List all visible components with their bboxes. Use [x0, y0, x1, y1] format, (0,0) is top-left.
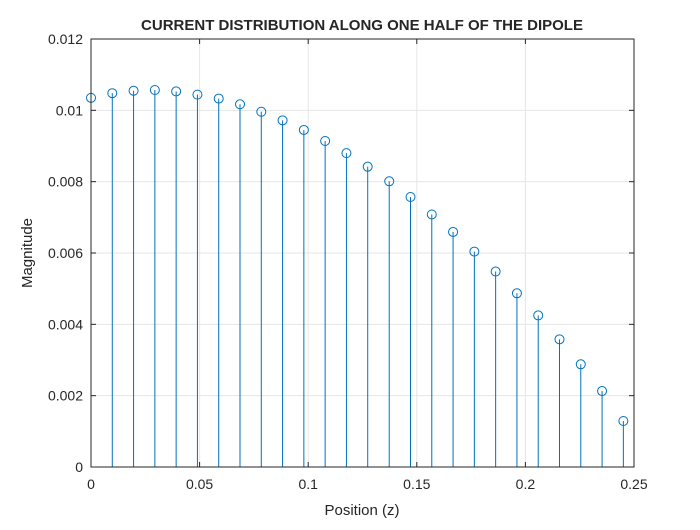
- y-tick-label: 0.006: [48, 245, 83, 261]
- stem-marker: [597, 386, 608, 397]
- x-tick-labels: 0 0.05 0.1 0.15 0.2 0.25: [87, 476, 648, 492]
- stem-marker: [490, 266, 501, 277]
- stem-marker: [277, 115, 288, 126]
- x-tick-label: 0.2: [516, 476, 536, 492]
- stem-marker: [298, 124, 309, 135]
- stem-marker: [256, 106, 267, 117]
- y-axis-label: Magnitude: [19, 218, 36, 288]
- x-tick-label: 0.1: [298, 476, 318, 492]
- stem-marker: [618, 415, 629, 426]
- stems: [90, 90, 624, 467]
- stem-marker: [171, 86, 182, 97]
- stem-marker: [192, 89, 203, 100]
- stem-marker: [405, 192, 416, 203]
- y-tick-label: 0.008: [48, 174, 83, 190]
- x-tick-label: 0: [87, 476, 95, 492]
- stem-marker: [128, 85, 139, 96]
- stem-marker: [362, 161, 373, 172]
- y-tick-label: 0: [75, 459, 83, 475]
- y-tick-label: 0.01: [56, 102, 83, 118]
- stem-marker: [426, 209, 437, 220]
- markers: [86, 85, 629, 426]
- stem-marker: [554, 334, 565, 345]
- stem-marker: [384, 176, 395, 187]
- stem-marker: [107, 88, 118, 99]
- stem-marker: [341, 148, 352, 159]
- ticks: [90, 38, 635, 468]
- stem-marker: [469, 246, 480, 257]
- y-tick-labels: 0 0.002 0.004 0.006 0.008 0.01 0.012: [48, 31, 83, 475]
- stem-marker: [320, 136, 331, 147]
- stem-marker: [213, 93, 224, 104]
- y-tick-label: 0.012: [48, 31, 83, 47]
- chart-title: CURRENT DISTRIBUTION ALONG ONE HALF OF T…: [141, 17, 583, 34]
- x-tick-label: 0.05: [186, 476, 213, 492]
- y-tick-label: 0.002: [48, 388, 83, 404]
- stem-marker: [234, 99, 245, 110]
- stem-marker: [149, 85, 160, 96]
- stem-marker: [575, 359, 586, 370]
- x-tick-label: 0.15: [403, 476, 430, 492]
- stem-marker: [448, 226, 459, 237]
- y-tick-label: 0.004: [48, 316, 83, 332]
- x-axis-label: Position (z): [324, 502, 399, 519]
- stem-marker: [533, 310, 544, 321]
- stem-marker: [511, 288, 522, 299]
- x-tick-label: 0.25: [620, 476, 647, 492]
